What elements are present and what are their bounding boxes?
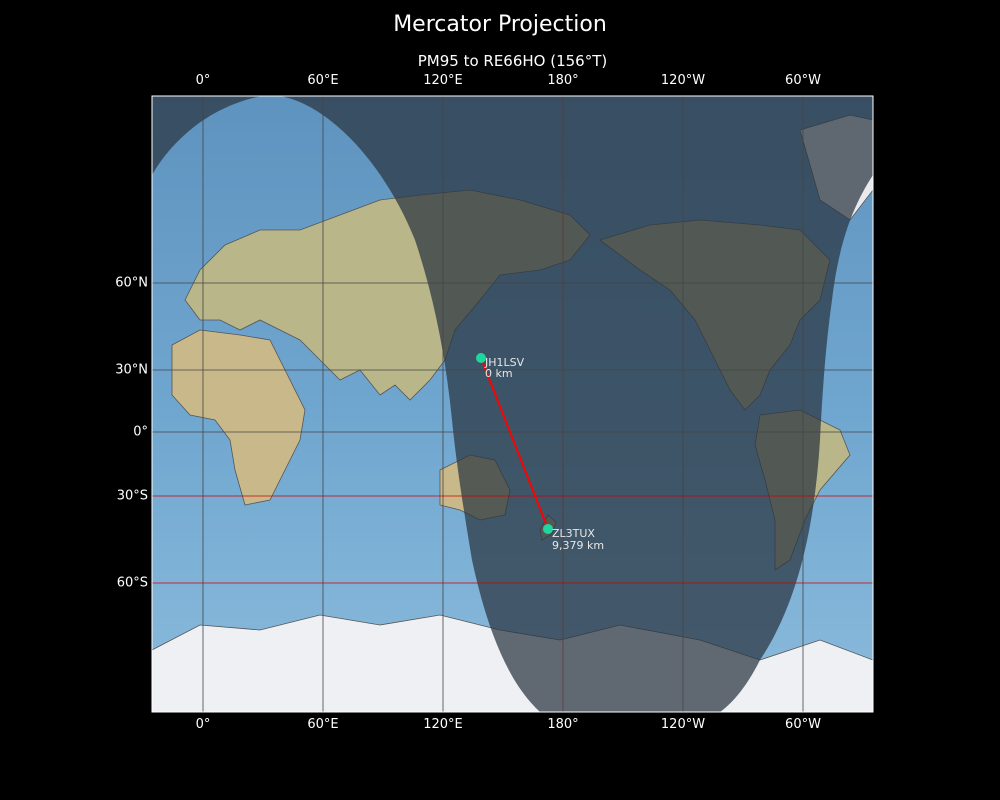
x-tick-bottom: 180°: [547, 717, 579, 732]
x-tick-bottom: 120°E: [423, 717, 463, 732]
y-tick: 30°S: [116, 488, 148, 504]
x-tick-bottom: 120°W: [660, 717, 706, 732]
x-tick-bottom: 60°E: [307, 717, 339, 732]
night-shading: [280, 96, 873, 712]
station-distance-jh1lsv: 0 km: [485, 367, 513, 380]
x-tick-top: 120°W: [660, 73, 706, 88]
x-tick-bottom: 0°: [195, 717, 211, 732]
station-marker-jh1lsv[interactable]: [476, 353, 486, 363]
x-tick-top: 180°: [547, 73, 579, 88]
x-tick-top: 0°: [195, 73, 211, 88]
graticule: [152, 96, 873, 712]
night-shading-corner: [152, 96, 262, 175]
x-tick-top: 60°E: [307, 73, 339, 88]
map-title: Mercator Projection: [393, 12, 607, 37]
station-distance-zl3tux: 9,379 km: [552, 539, 604, 552]
map-frame: [151, 95, 874, 713]
africa: [171, 329, 306, 506]
station-call-zl3tux: ZL3TUX: [552, 527, 595, 540]
map-subtitle: PM95 to RE66HO (156°T): [417, 52, 608, 70]
station-call-jh1lsv: JH1LSV: [484, 356, 525, 369]
x-tick-bottom: 60°W: [785, 717, 821, 732]
y-tick: 30°N: [115, 362, 148, 378]
y-tick: 0°: [133, 424, 148, 440]
y-tick: 60°N: [115, 275, 148, 291]
station-marker-zl3tux[interactable]: [543, 524, 553, 534]
y-tick: 60°S: [116, 575, 148, 591]
x-tick-top: 120°E: [423, 73, 463, 88]
x-tick-top: 60°W: [785, 73, 821, 88]
great-circle-path: [480, 357, 549, 530]
